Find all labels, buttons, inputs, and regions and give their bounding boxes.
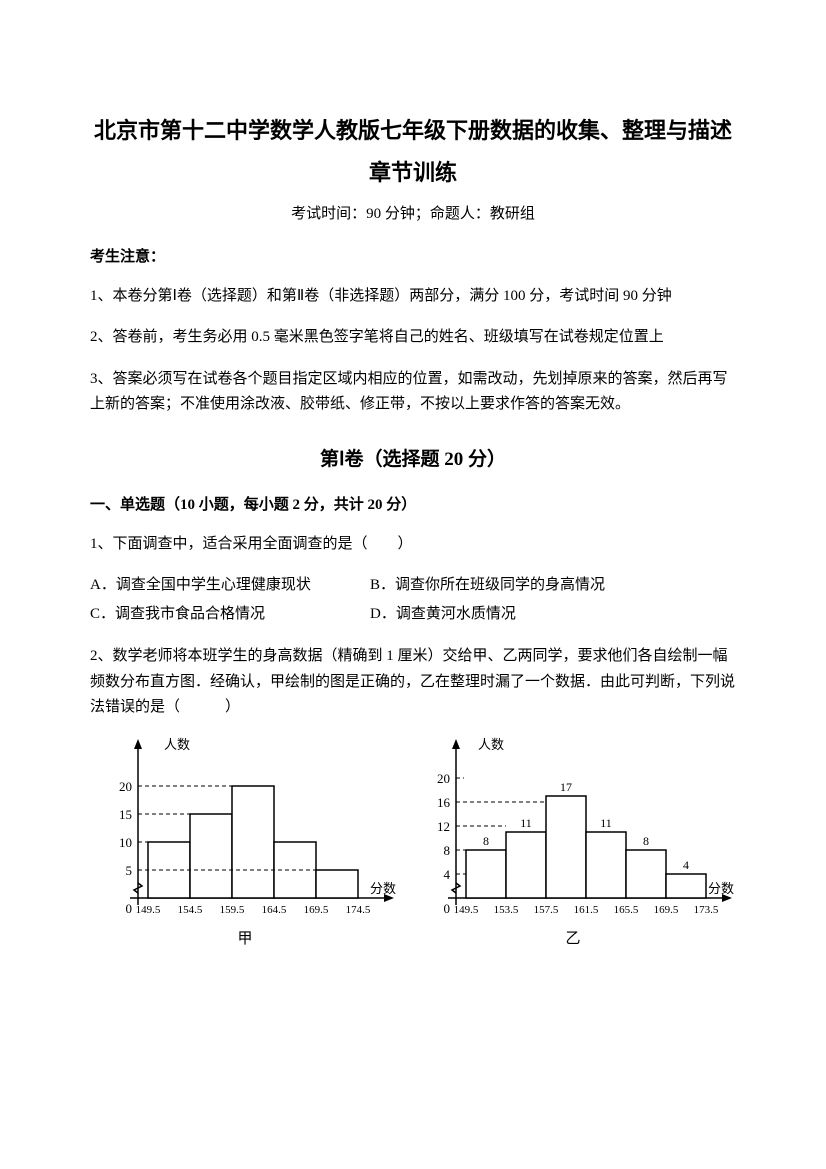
svg-text:0: 0	[126, 901, 133, 916]
chart-a-box: 人数 5 10 15 20 0	[90, 735, 400, 948]
svg-text:17: 17	[560, 780, 572, 794]
svg-text:11: 11	[520, 816, 532, 830]
section-1-subheader: 一、单选题（10 小题，每小题 2 分，共计 20 分）	[90, 493, 736, 514]
chart-a: 人数 5 10 15 20 0	[90, 735, 400, 925]
exam-page: 北京市第十二中学数学人教版七年级下册数据的收集、整理与描述章节训练 考试时间：9…	[0, 0, 826, 1169]
svg-text:165.5: 165.5	[614, 904, 639, 916]
notice-2: 2、答卷前，考生务必用 0.5 毫米黑色签字笔将自己的姓名、班级填写在试卷规定位…	[90, 325, 736, 351]
svg-text:149.5: 149.5	[454, 904, 479, 916]
svg-text:0: 0	[444, 901, 451, 916]
q1-options: A．调查全国中学生心理健康现状 B．调查你所在班级同学的身高情况 C．调查我市食…	[90, 571, 736, 628]
page-subtitle: 考试时间：90 分钟；命题人：教研组	[90, 202, 736, 223]
q1-opt-c: C．调查我市食品合格情况	[90, 600, 370, 629]
chart-b-xlabel: 分数	[708, 881, 734, 896]
svg-text:157.5: 157.5	[534, 904, 559, 916]
page-title: 北京市第十二中学数学人教版七年级下册数据的收集、整理与描述章节训练	[90, 110, 736, 194]
svg-text:164.5: 164.5	[262, 904, 287, 916]
svg-text:159.5: 159.5	[220, 904, 245, 916]
svg-text:169.5: 169.5	[304, 904, 329, 916]
charts-row: 人数 5 10 15 20 0	[90, 735, 736, 948]
svg-text:173.5: 173.5	[694, 904, 719, 916]
notice-3: 3、答案必须写在试卷各个题目指定区域内相应的位置，如需改动，先划掉原来的答案，然…	[90, 367, 736, 418]
chart-b-ylabel: 人数	[478, 737, 504, 752]
chart-a-ylabel: 人数	[164, 737, 190, 752]
q1-opt-a: A．调查全国中学生心理健康现状	[90, 571, 370, 600]
q2-stem: 2、数学老师将本班学生的身高数据（精确到 1 厘米）交给甲、乙两同学，要求他们各…	[90, 644, 736, 721]
svg-text:8: 8	[483, 834, 489, 848]
svg-text:153.5: 153.5	[494, 904, 519, 916]
section-1-title: 第Ⅰ卷（选择题 20 分）	[90, 444, 736, 471]
chart-b-name: 乙	[565, 927, 580, 948]
svg-text:154.5: 154.5	[178, 904, 203, 916]
chart-b-box: 人数 4 8 12 16 20 0	[408, 735, 738, 948]
svg-text:20: 20	[119, 779, 132, 794]
svg-text:8: 8	[643, 834, 649, 848]
svg-text:20: 20	[437, 771, 450, 786]
q1-opt-d: D．调查黄河水质情况	[370, 600, 650, 629]
chart-b: 人数 4 8 12 16 20 0	[408, 735, 738, 925]
svg-text:169.5: 169.5	[654, 904, 679, 916]
svg-text:8: 8	[444, 843, 451, 858]
svg-text:5: 5	[126, 863, 133, 878]
svg-text:174.5: 174.5	[346, 904, 371, 916]
svg-text:4: 4	[444, 867, 451, 882]
chart-a-xlabel: 分数	[370, 881, 396, 896]
svg-text:11: 11	[600, 816, 612, 830]
svg-text:149.5: 149.5	[136, 904, 161, 916]
q1-stem: 1、下面调查中，适合采用全面调查的是（ ）	[90, 532, 736, 558]
svg-text:15: 15	[119, 807, 132, 822]
notice-heading: 考生注意：	[90, 245, 736, 266]
svg-text:16: 16	[437, 795, 451, 810]
svg-text:4: 4	[683, 858, 689, 872]
svg-text:161.5: 161.5	[574, 904, 599, 916]
svg-text:12: 12	[437, 819, 450, 834]
chart-a-name: 甲	[237, 927, 252, 948]
q1-opt-b: B．调查你所在班级同学的身高情况	[370, 571, 650, 600]
svg-text:10: 10	[119, 835, 132, 850]
notice-1: 1、本卷分第Ⅰ卷（选择题）和第Ⅱ卷（非选择题）两部分，满分 100 分，考试时间…	[90, 284, 736, 310]
